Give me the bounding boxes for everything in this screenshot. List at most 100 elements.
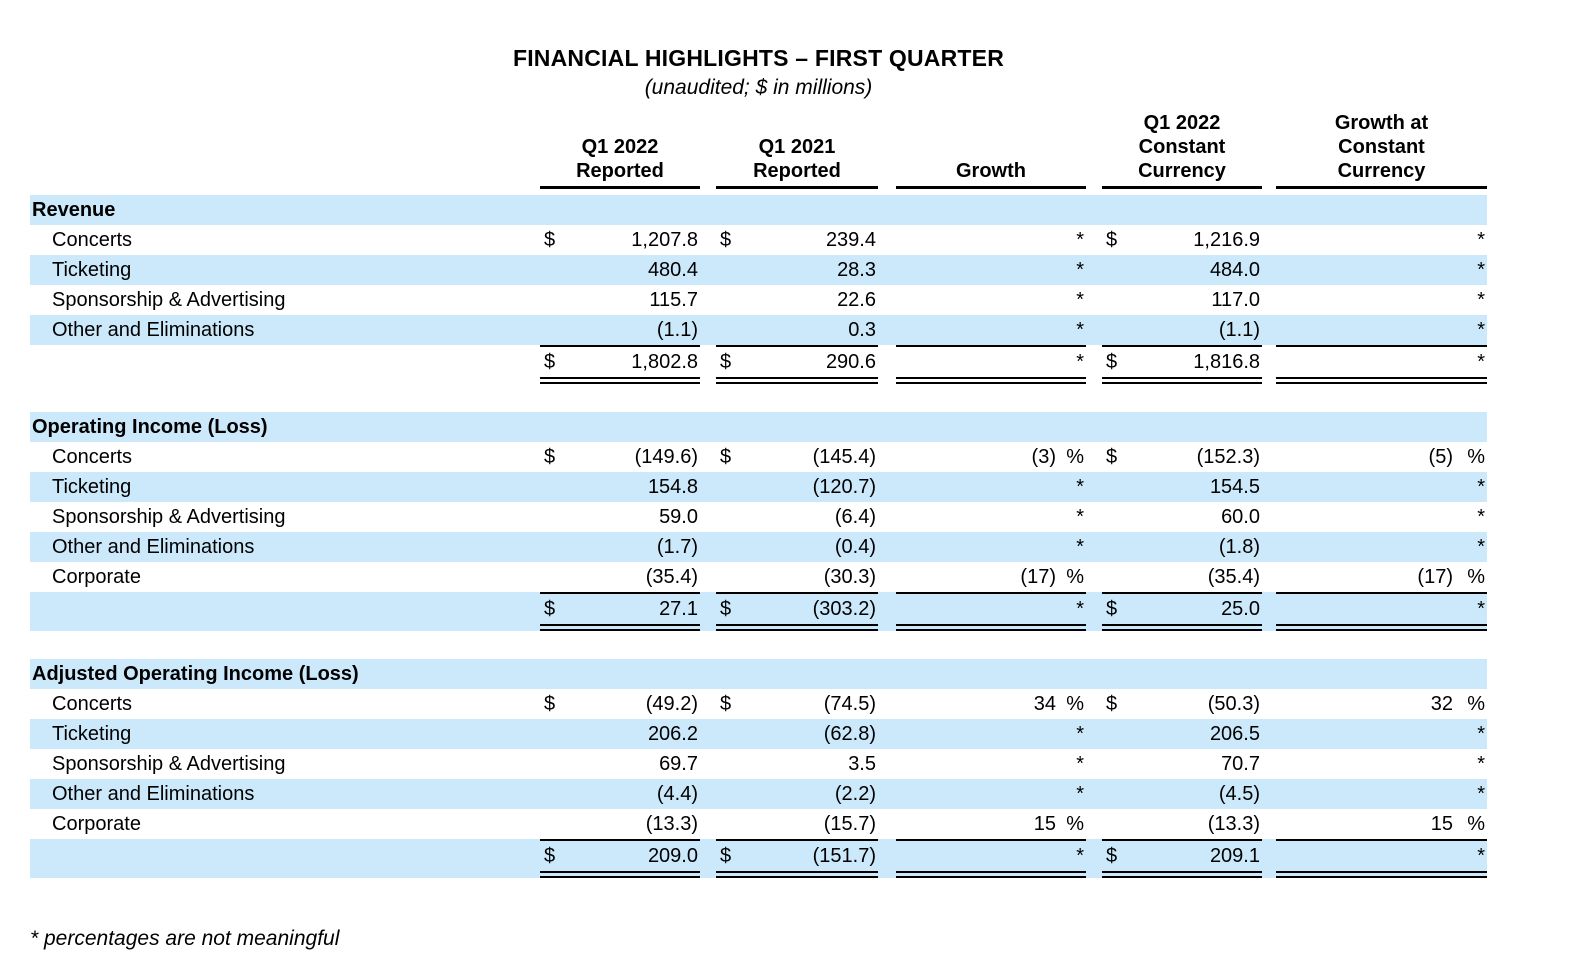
column-gap (700, 285, 716, 315)
column-gap (878, 472, 896, 502)
column-header-q1-2022-constant-currency: Q1 2022 Constant Currency (1102, 111, 1262, 189)
growth-symbol (1056, 659, 1086, 689)
column-gap (1086, 809, 1102, 839)
growth-value (896, 502, 1056, 532)
financial-highlights-document: FINANCIAL HIGHLIGHTS – FIRST QUARTER (un… (30, 0, 1487, 952)
row-label: Sponsorship & Advertising (52, 506, 286, 528)
currency-symbol: $ (1106, 693, 1118, 715)
currency-symbol: $ (540, 345, 570, 384)
currency-symbol: $ (1106, 446, 1118, 468)
currency-symbol (1102, 562, 1132, 592)
growth-value: 15 (1430, 813, 1453, 835)
currency-symbol (540, 719, 570, 749)
currency-symbol (1102, 659, 1132, 689)
value-cell: 206.5 (1209, 723, 1260, 745)
growth-value (896, 592, 1056, 631)
growth-symbol: * (1076, 476, 1084, 498)
column-gap (1086, 412, 1102, 442)
column-gap (1262, 345, 1276, 384)
column-gap (1086, 345, 1102, 384)
column-gap (878, 255, 896, 285)
column-gap (1262, 225, 1276, 255)
growth-symbol: * (1056, 345, 1086, 384)
value-cell: 1,816.8 (1132, 345, 1262, 384)
column-gap (878, 412, 896, 442)
value-cell (1132, 412, 1262, 442)
value-cell: 1,207.8 (631, 229, 698, 251)
growth-symbol: * (1076, 783, 1084, 805)
value-cell: (1.7) (656, 536, 698, 558)
growth-value (1276, 255, 1453, 285)
value-cell: (1.1) (1218, 319, 1260, 341)
column-gap (878, 225, 896, 255)
value-cell (746, 195, 878, 225)
table-row: Ticketing 206.2 (62.8) * 206.5 * (30, 719, 1487, 749)
column-gap (878, 285, 896, 315)
growth-symbol (1453, 195, 1487, 225)
column-gap (700, 472, 716, 502)
currency-symbol: $ (720, 446, 732, 468)
growth-symbol: % (1467, 813, 1485, 835)
currency-symbol (1102, 779, 1132, 809)
growth-value (1276, 659, 1453, 689)
table-row: Sponsorship & Advertising 69.7 3.5 * 70.7 * (30, 749, 1487, 779)
financial-table-body: Revenue Concerts $1,207.8 $239.4 * $1,216.9 * T… (30, 195, 1487, 878)
column-gap (1262, 502, 1276, 532)
value-cell: (4.5) (1218, 783, 1260, 805)
value-cell: 25.0 (1132, 592, 1262, 631)
column-gap (1262, 412, 1276, 442)
value-cell: 1,216.9 (1193, 229, 1260, 251)
currency-symbol: $ (1102, 592, 1132, 631)
currency-symbol (716, 779, 746, 809)
growth-symbol: * (1477, 753, 1485, 775)
currency-symbol (716, 562, 746, 592)
row-label: Ticketing (52, 259, 132, 281)
value-cell: 154.8 (647, 476, 698, 498)
section-heading-row: Revenue (30, 195, 1487, 225)
row-label: Other and Eliminations (52, 319, 255, 341)
currency-symbol: $ (716, 345, 746, 384)
column-gap (700, 719, 716, 749)
column-gap (700, 532, 716, 562)
column-gap (1262, 562, 1276, 592)
currency-symbol (540, 472, 570, 502)
value-cell: (6.4) (834, 506, 876, 528)
value-cell: 117.0 (1211, 289, 1260, 311)
value-cell: 69.7 (659, 753, 698, 775)
currency-symbol (716, 315, 746, 345)
column-gap (878, 562, 896, 592)
section-heading: Revenue (32, 199, 116, 221)
table-row: Ticketing 154.8 (120.7) * 154.5 * (30, 472, 1487, 502)
value-cell: 3.5 (848, 753, 876, 775)
value-cell: (151.7) (746, 839, 878, 878)
column-gap (1086, 659, 1102, 689)
total-row: $27.1 $ (303.2) * $25.0 * (30, 592, 1487, 631)
currency-symbol (540, 562, 570, 592)
value-cell: (1.1) (656, 319, 698, 341)
column-gap (1262, 255, 1276, 285)
growth-value (1276, 749, 1453, 779)
growth-symbol: % (1066, 813, 1084, 835)
column-gap (1262, 689, 1276, 719)
column-gap (1262, 285, 1276, 315)
column-gap (1086, 779, 1102, 809)
column-gap (878, 839, 896, 878)
growth-value (896, 839, 1056, 878)
column-gap (1086, 592, 1102, 631)
value-cell: 70.7 (1221, 753, 1260, 775)
value-cell (746, 659, 878, 689)
growth-symbol: * (1076, 289, 1084, 311)
row-label: Ticketing (52, 723, 132, 745)
growth-symbol: % (1467, 566, 1485, 588)
column-gap (700, 225, 716, 255)
value-cell: (2.2) (834, 783, 876, 805)
column-header-growth-at-constant-currency: Growth at Constant Currency (1276, 111, 1487, 189)
growth-symbol: * (1477, 259, 1485, 281)
column-gap (878, 749, 896, 779)
column-gap (1086, 315, 1102, 345)
column-gap (878, 659, 896, 689)
currency-symbol (1102, 412, 1132, 442)
column-gap (700, 749, 716, 779)
growth-value (896, 315, 1056, 345)
row-label: Concerts (52, 446, 133, 468)
